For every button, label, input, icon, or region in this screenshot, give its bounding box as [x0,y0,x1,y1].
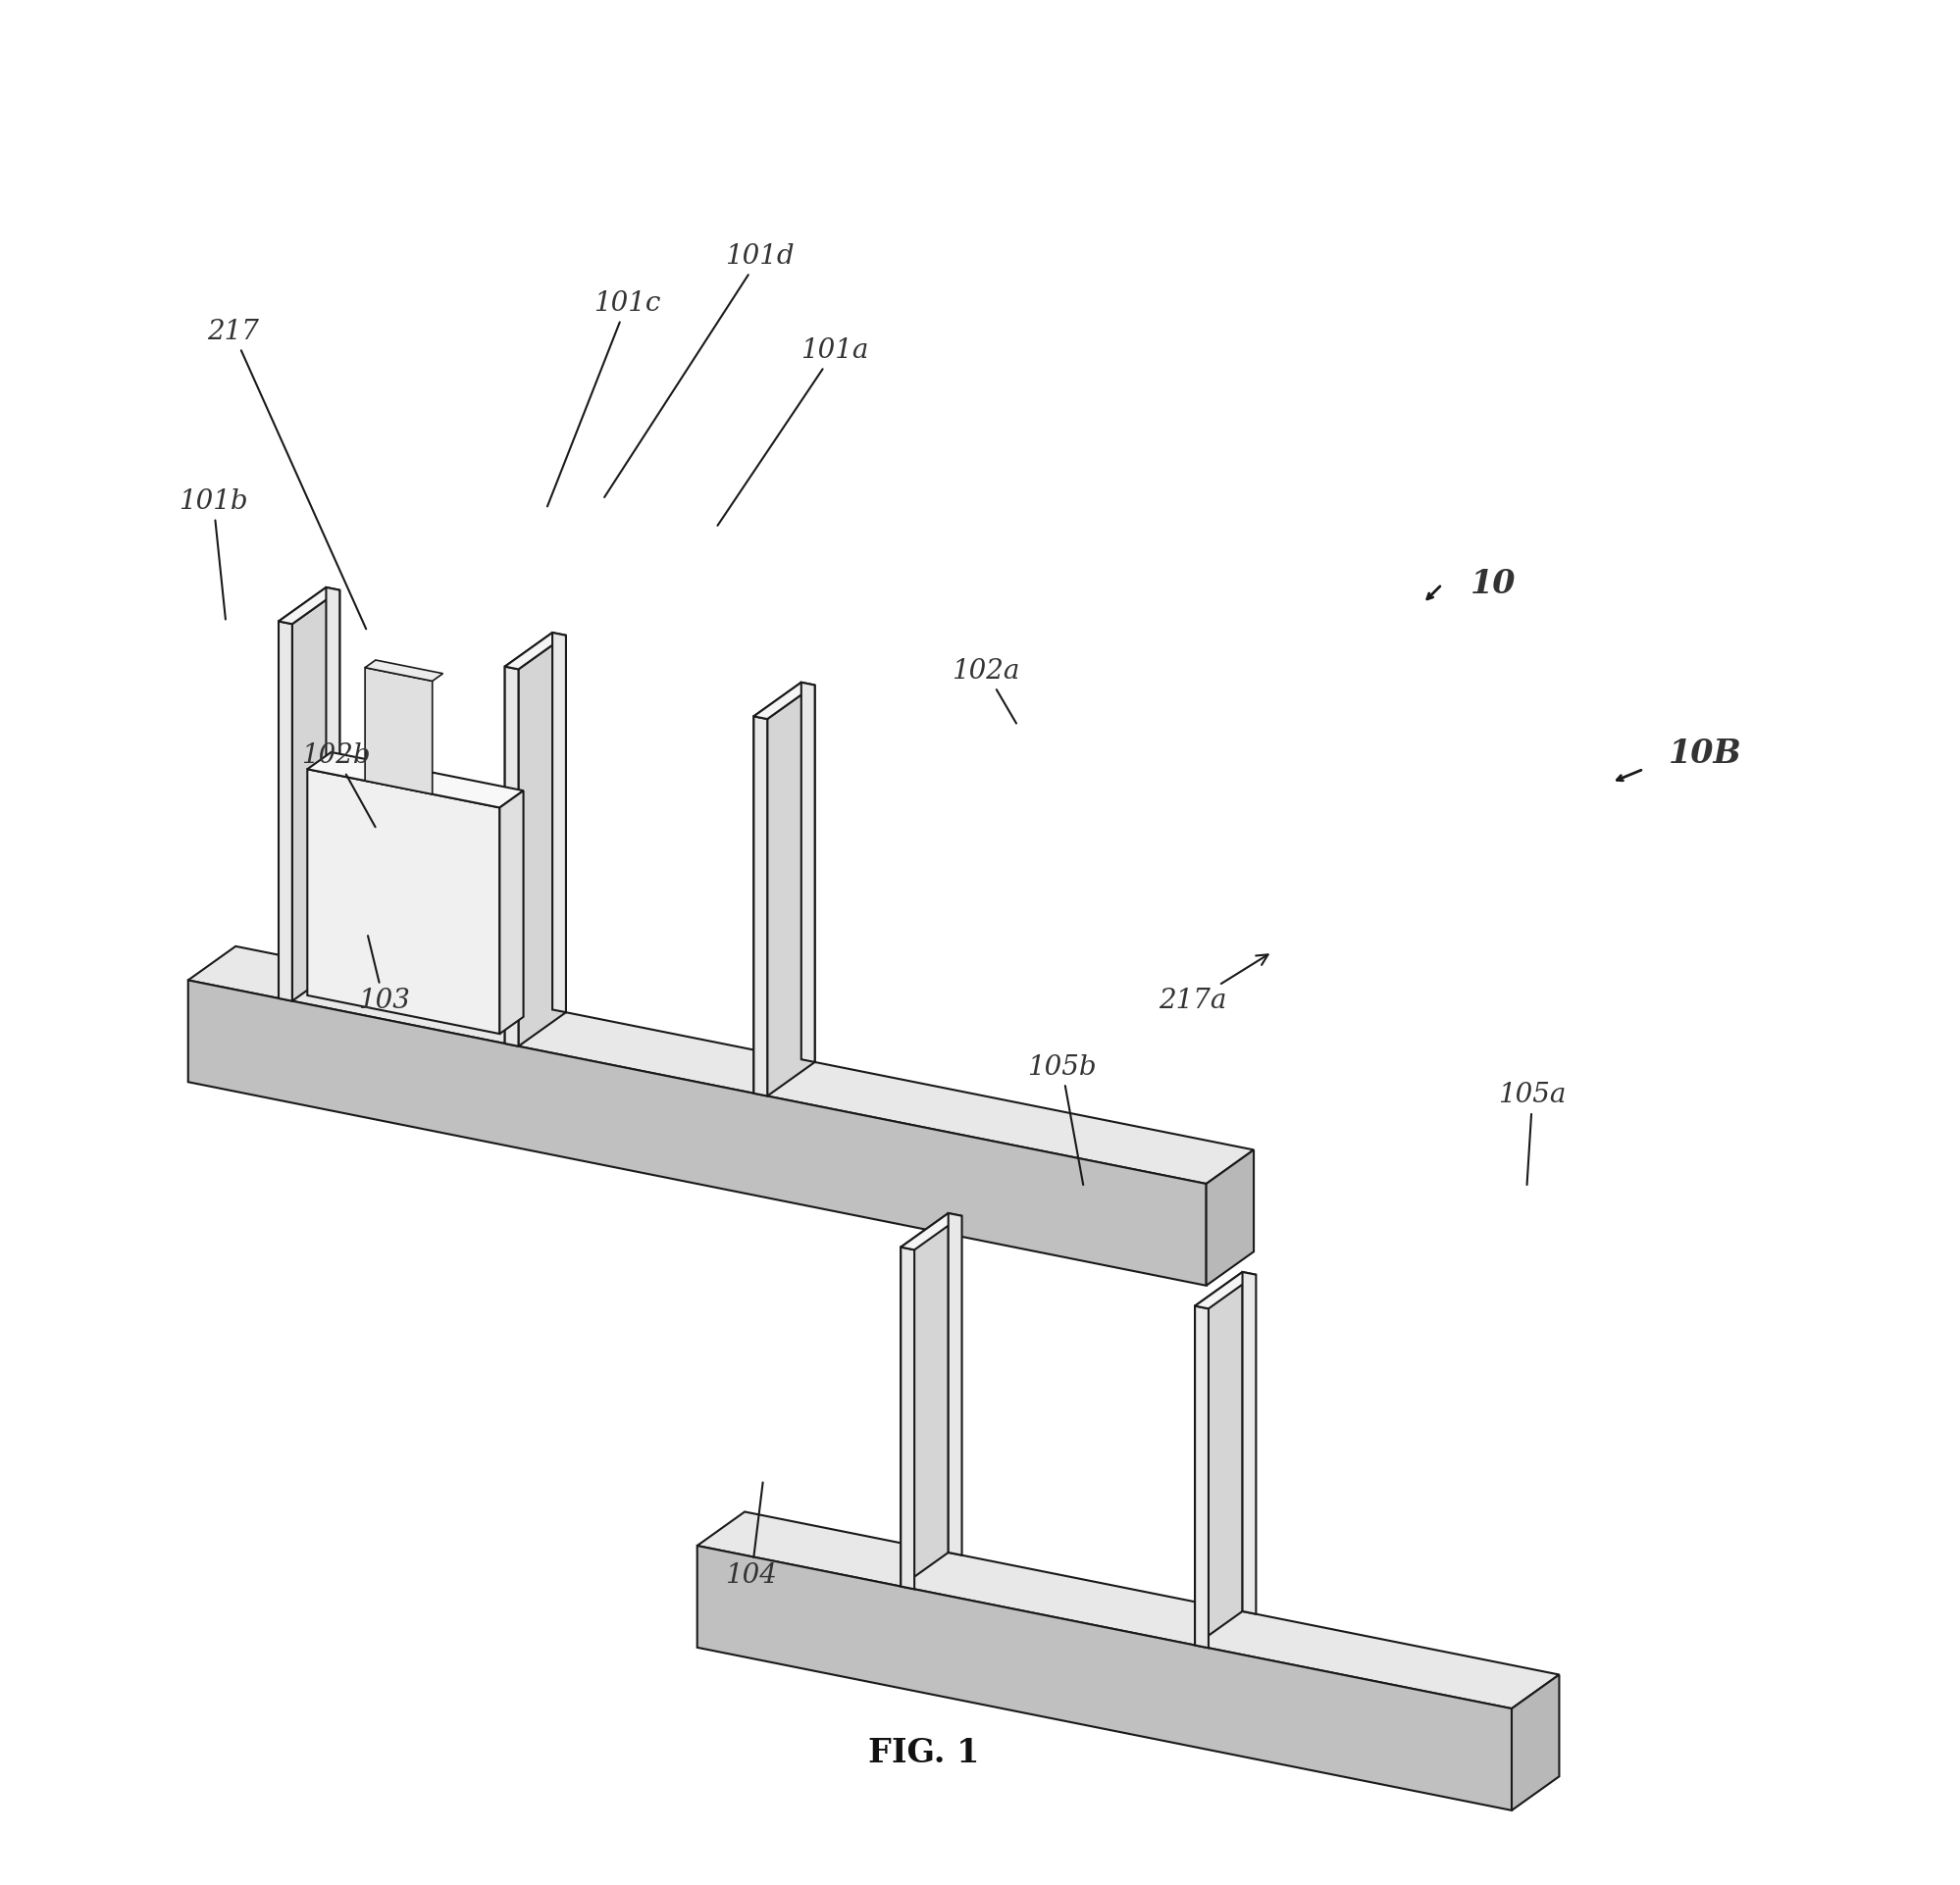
Polygon shape [1196,1306,1209,1647]
Polygon shape [1205,1150,1254,1286]
Text: FIG. 1: FIG. 1 [868,1736,980,1770]
Polygon shape [755,716,766,1095]
Polygon shape [506,633,553,1044]
Text: 102b: 102b [302,743,374,828]
Polygon shape [1196,1272,1256,1308]
Polygon shape [1511,1674,1560,1810]
Text: 217a: 217a [1158,954,1268,1014]
Text: 101b: 101b [178,488,249,620]
Text: 10: 10 [1470,567,1515,601]
Polygon shape [188,980,1205,1286]
Text: 105b: 105b [1027,1054,1096,1186]
Text: 105a: 105a [1499,1082,1566,1186]
Polygon shape [553,633,566,1012]
Polygon shape [308,752,523,807]
Text: 102a: 102a [953,658,1019,724]
Polygon shape [755,682,815,718]
Polygon shape [802,682,815,1061]
Polygon shape [308,769,500,1033]
Polygon shape [902,1214,949,1587]
Text: 101d: 101d [604,243,794,498]
Polygon shape [902,1214,962,1250]
Polygon shape [698,1512,1560,1708]
Polygon shape [500,790,523,1033]
Polygon shape [506,667,519,1046]
Text: 104: 104 [725,1482,778,1589]
Text: 10B: 10B [1668,737,1742,771]
Polygon shape [506,633,566,669]
Polygon shape [365,660,443,680]
Polygon shape [278,622,292,1001]
Polygon shape [325,588,339,967]
Polygon shape [698,1546,1511,1810]
Polygon shape [766,684,815,1095]
Polygon shape [1196,1272,1243,1646]
Polygon shape [292,590,339,1001]
Polygon shape [902,1248,915,1589]
Polygon shape [519,635,566,1046]
Polygon shape [278,588,325,999]
Polygon shape [188,946,1254,1184]
Polygon shape [278,588,339,624]
Text: 217: 217 [208,319,367,630]
Polygon shape [1243,1272,1256,1614]
Text: 103: 103 [359,935,410,1014]
Polygon shape [365,667,433,794]
Polygon shape [755,682,802,1093]
Text: 101a: 101a [717,337,868,526]
Polygon shape [949,1214,962,1555]
Text: 101c: 101c [547,290,661,507]
